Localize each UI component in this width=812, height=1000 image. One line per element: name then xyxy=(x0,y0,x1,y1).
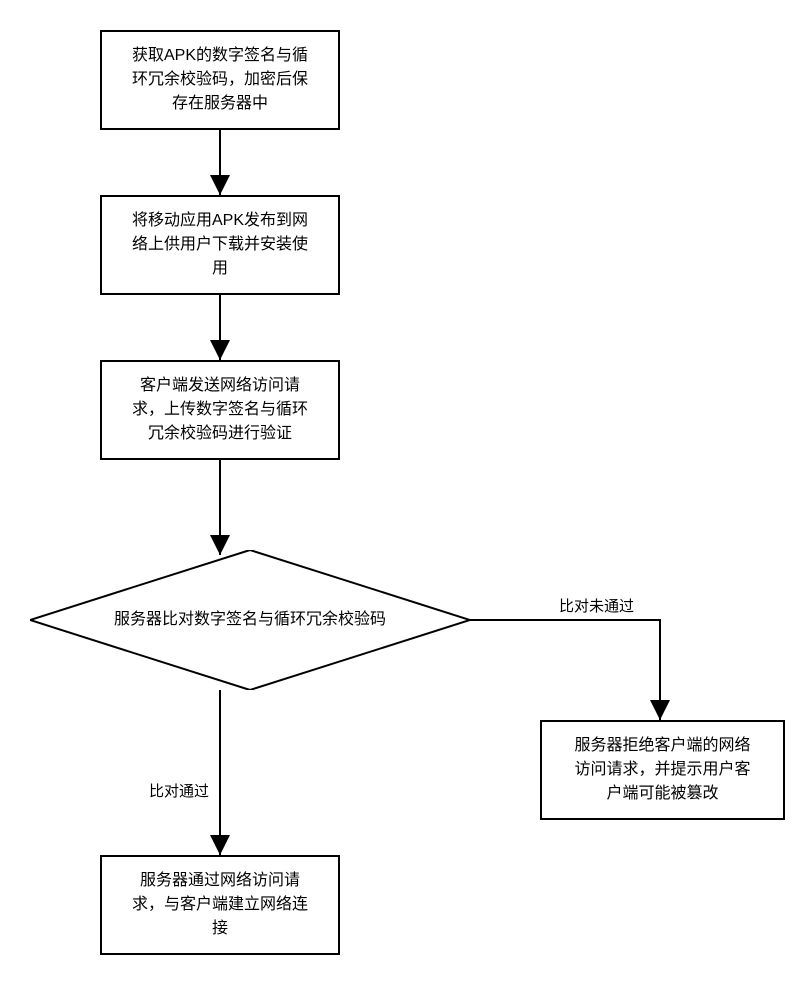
node-text: 服务器通过网络访问请求，与客户端建立网络连接 xyxy=(132,869,308,941)
node-text: 服务器拒绝客户端的网络访问请求，并提示用户客户端可能被篡改 xyxy=(574,734,750,806)
edge-4-6 xyxy=(0,0,812,1000)
flow-node-6: 服务器拒绝客户端的网络访问请求，并提示用户客户端可能被篡改 xyxy=(540,720,785,820)
edge-label-fail: 比对未通过 xyxy=(555,595,638,616)
flow-node-5: 服务器通过网络访问请求，与客户端建立网络连接 xyxy=(100,855,340,955)
